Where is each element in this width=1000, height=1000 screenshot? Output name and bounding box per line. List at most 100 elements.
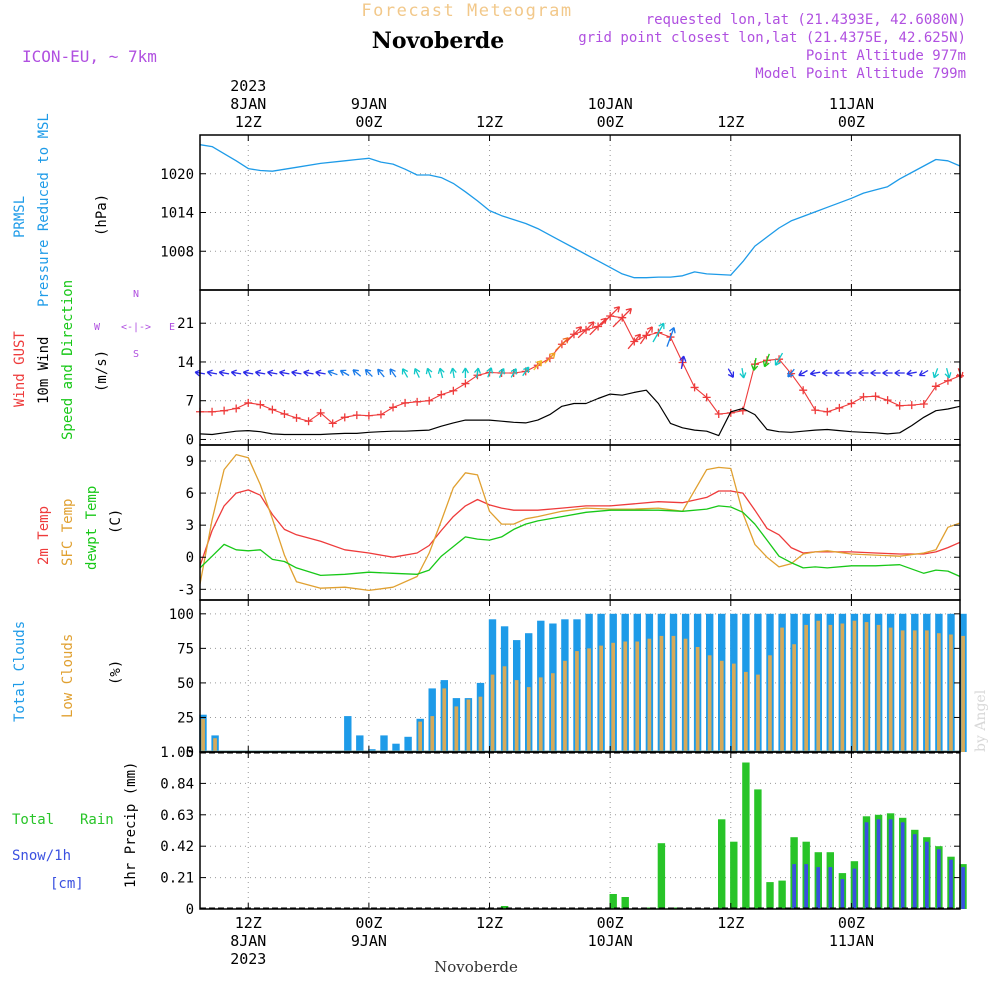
y-tick-label: 1008 (160, 244, 194, 260)
low-cloud-bar (526, 687, 531, 752)
gridpoint-coords: grid point closest lon,lat (21.4375E, 42… (578, 30, 966, 46)
compass-icon: N S W E <-|-> (94, 289, 175, 360)
rain-bar (766, 882, 774, 909)
y-tick-label: 0 (186, 745, 194, 761)
top-time-label: 2023 (230, 77, 266, 95)
y-tick-label: 9 (186, 454, 194, 470)
precip-panel-labels: Total Rain Snow/1h [cm] 1hr Precip (mm) (12, 762, 139, 892)
wind-direction-arrow (918, 369, 929, 377)
sfc-temp-line (199, 453, 961, 592)
pressure-label-prmsl: PRMSL (12, 196, 28, 238)
low-cloud-bar (430, 716, 435, 752)
gust-point (835, 403, 844, 412)
wind-direction-arrow (206, 369, 218, 377)
low-cloud-bar (925, 630, 929, 752)
gust-point (919, 400, 928, 409)
low-cloud-bar (949, 634, 953, 752)
bottom-time-label: 12Z (476, 914, 503, 932)
low-cloud-bar (647, 638, 652, 752)
gust-point (304, 417, 313, 426)
snow-bar (852, 868, 857, 909)
low-cloud-bar (623, 641, 628, 752)
wind-direction-arrow (364, 368, 373, 378)
y-tick-label: 0.84 (160, 776, 194, 792)
watermark: by Angel (973, 689, 989, 752)
low-cloud-bar (538, 677, 543, 752)
wind-direction-arrow (377, 368, 385, 378)
wind-direction-arrow (787, 368, 795, 378)
wind-direction-arrow (254, 369, 266, 377)
snow-bar (949, 859, 953, 909)
y-tick-label: 100 (169, 607, 194, 623)
gust-point (714, 410, 723, 418)
wind-direction-arrow (437, 367, 445, 379)
top-time-label: 00Z (355, 113, 382, 131)
gust-point (811, 406, 820, 415)
temp-label-sfc: SFC Temp (60, 499, 76, 566)
snow-bar (912, 834, 917, 909)
snow-bar (900, 822, 905, 909)
pressure-label-long: Pressure Reduced to MSL (36, 113, 52, 307)
data-layer (194, 144, 967, 909)
wind-direction-arrow (279, 369, 290, 377)
gust-point (413, 397, 422, 406)
wind-direction-arrow (666, 326, 676, 347)
clouds-unit: (%) (108, 660, 124, 685)
wind-direction-arrow (894, 369, 905, 377)
wind-direction-arrow (846, 369, 857, 377)
gust-point (389, 403, 398, 412)
temp-label-dewpt: dewpt Temp (84, 486, 100, 570)
y-tick-label: 0.21 (160, 871, 194, 887)
wind-direction-arrow (449, 367, 457, 379)
low-cloud-bar (912, 630, 917, 752)
total-cloud-bar (404, 736, 412, 752)
gust-point (244, 398, 253, 407)
y-tick-label: 25 (177, 710, 194, 726)
gust-point (943, 376, 952, 385)
gust-point (280, 410, 289, 418)
wind-direction-arrow (858, 369, 869, 377)
model-altitude: Model Point Altitude 799m (755, 66, 966, 82)
wind-direction-arrow (821, 369, 833, 377)
wind-direction-arrow (566, 326, 583, 343)
snow-bar (804, 864, 808, 909)
wind-direction-arrow (882, 369, 893, 377)
wind-direction-arrow (413, 367, 421, 378)
low-cloud-bar (213, 738, 217, 752)
rain-bar (730, 841, 738, 909)
wind-direction-arrow (762, 353, 770, 368)
point-altitude: Point Altitude 977m (806, 48, 966, 64)
rain-bar (657, 843, 666, 909)
axis-layer: 1008 1014 1020 0 7 14 21 -3 0 3 6 9 0 25 50 75 100 0 0.21 0… (160, 77, 874, 968)
low-cloud-bar (756, 674, 760, 752)
pressure-panel-labels: PRMSL Pressure Reduced to MSL (hPa) (12, 113, 110, 307)
top-time-label: 9JAN (351, 95, 387, 113)
wind-direction-arrow (474, 367, 482, 379)
wind-direction-arrow (834, 369, 845, 377)
dewpt-line (199, 505, 961, 578)
low-cloud-bar (466, 699, 471, 752)
low-cloud-bar (840, 623, 845, 752)
precip-unit: 1hr Precip (mm) (123, 762, 139, 888)
wind-direction-arrow (267, 369, 278, 377)
bottom-time-label: 12Z (235, 914, 262, 932)
low-cloud-bar (671, 635, 676, 752)
gust-point (690, 383, 699, 392)
y-tick-label: 0 (186, 902, 194, 918)
snow-bar (792, 864, 796, 909)
snow-bar (840, 879, 845, 909)
low-cloud-bar (478, 696, 483, 752)
low-cloud-bar (454, 706, 459, 752)
wind-direction-arrow (230, 369, 242, 377)
y-tick-label: 21 (177, 316, 194, 332)
low-cloud-bar (780, 627, 784, 752)
snow-bar (864, 822, 869, 909)
gust-point (738, 406, 747, 415)
gust-point (931, 382, 940, 391)
low-cloud-bar (876, 624, 881, 752)
low-cloud-bar (599, 645, 603, 752)
gust-point (907, 401, 916, 410)
temp-panel-labels: 2m Temp SFC Temp dewpt Temp (C) (36, 486, 124, 570)
panel-frame (199, 289, 961, 446)
